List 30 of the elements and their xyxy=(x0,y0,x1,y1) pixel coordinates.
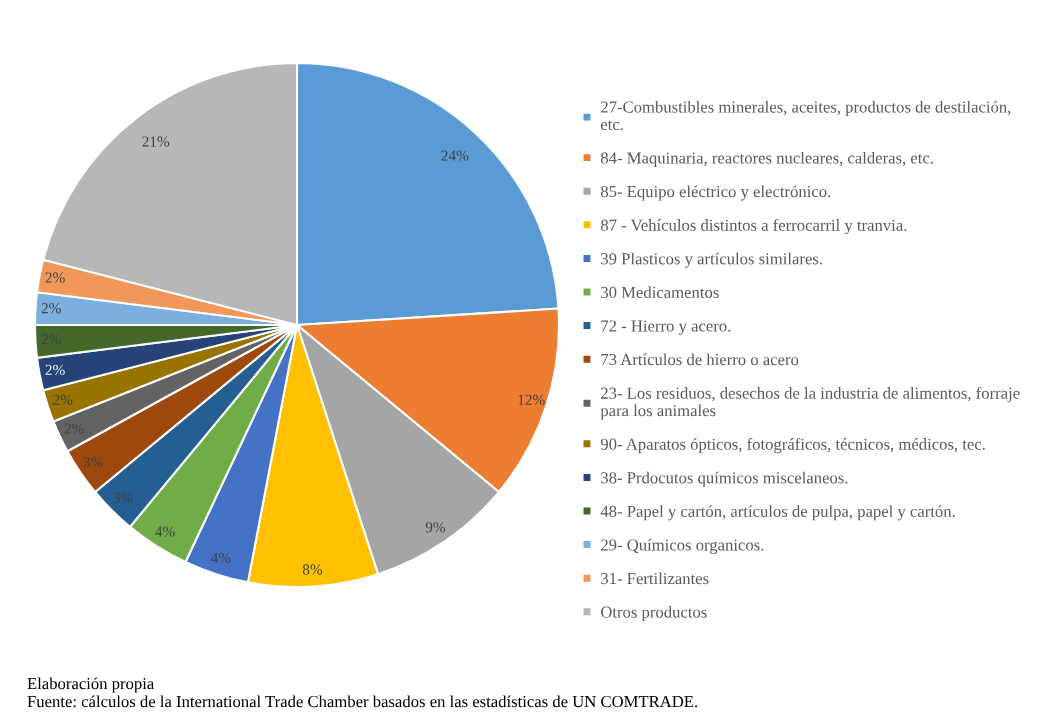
legend-label: Otros productos xyxy=(601,605,707,622)
data-label: 2% xyxy=(41,303,61,314)
legend-label: 87 - Vehículos distintos a ferrocarril y tranvia. xyxy=(600,218,907,235)
legend-label: 23- Los residuos, desechos de la industria de alimentos, forraje para los animales xyxy=(600,386,1020,420)
legend-label: 72 - Hierro y acero. xyxy=(601,320,731,336)
legend-label: 29- Químicos organicos. xyxy=(601,538,764,555)
legend-label: 39 Plasticos y artículos similares. xyxy=(601,252,822,268)
data-label: 8% xyxy=(302,564,323,575)
data-label: 4% xyxy=(155,526,175,537)
legend-label: 27-Combustibles minerales, aceites, productos de destilación, etc. xyxy=(600,100,1011,131)
data-label: 2% xyxy=(45,364,65,376)
legend-label: 90- Aparatos ópticos, fotográficos, técnicos, médicos, tec. xyxy=(600,437,985,454)
legend-label: 31- Fertilizantes xyxy=(601,572,709,585)
data-label: 21% xyxy=(142,136,170,147)
data-label: 3% xyxy=(113,492,133,504)
legend-label: 84- Maquinaria, reactores nucleares, calderas, etc. xyxy=(600,151,933,168)
data-label: 12% xyxy=(518,394,545,405)
data-label: 24% xyxy=(441,150,469,161)
data-label: 2% xyxy=(45,272,65,283)
data-label: 3% xyxy=(83,456,103,468)
text: Elaboración propia xyxy=(27,677,155,693)
legend-label: 48- Papel y cartón, artículos de pulpa, papel y cartón. xyxy=(600,505,955,521)
legend-label: 73 Artículos de hierro o acero xyxy=(601,353,799,366)
legend-label: 85- Equipo eléctrico y electrónico. xyxy=(600,185,831,201)
legend-label: 38- Prdocutos químicos miscelaneos. xyxy=(601,471,848,487)
legend-label: 30 Medicamentos xyxy=(601,286,719,299)
data-label: 2% xyxy=(53,394,73,405)
data-label: 4% xyxy=(211,552,231,564)
source-note: Fuente: cálculos de la International Trade Chamber basados en las estadísticas de UN COMTRADE. xyxy=(27,695,698,708)
data-label: 9% xyxy=(425,522,446,533)
